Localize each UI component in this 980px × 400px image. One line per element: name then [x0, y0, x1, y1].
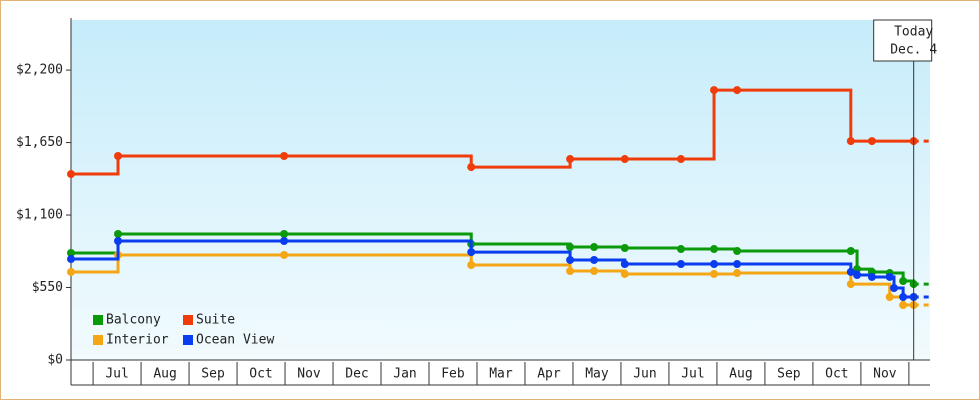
series-point: [867, 272, 876, 281]
series-point: [467, 260, 476, 269]
series-point: [566, 267, 575, 276]
x-tick-label: Nov: [873, 367, 897, 382]
series-point: [67, 255, 75, 264]
x-tick-label: Oct: [825, 367, 848, 382]
y-tick-label: $0: [47, 353, 63, 368]
series-point: [846, 280, 855, 289]
y-tick-label: $1,100: [16, 208, 63, 223]
today-label: Today: [894, 25, 933, 40]
y-tick-label: $1,650: [16, 135, 63, 150]
series-point: [467, 248, 476, 257]
legend-label: Interior: [106, 333, 169, 348]
series-point: [710, 86, 719, 95]
series-point: [899, 301, 908, 310]
series-point: [676, 155, 685, 164]
legend-label: Suite: [196, 313, 235, 328]
x-tick-label: Apr: [537, 367, 561, 382]
series-point: [280, 250, 289, 259]
series-point: [566, 243, 575, 252]
x-tick-label: Sep: [201, 367, 225, 382]
series-point: [733, 86, 742, 95]
legend-swatch: [183, 335, 193, 345]
legend-label: Ocean View: [196, 333, 274, 348]
today-box: [873, 19, 933, 62]
series-point: [590, 255, 599, 264]
x-tick-label: Aug: [729, 367, 752, 382]
series-point: [280, 237, 289, 245]
series-point: [733, 260, 742, 269]
series-point: [280, 230, 289, 239]
series-point: [846, 247, 855, 256]
series-point: [114, 237, 123, 245]
series-point: [899, 277, 908, 286]
series-point: [620, 243, 629, 252]
y-tick-label: $2,200: [16, 63, 63, 78]
x-tick-label: Feb: [441, 367, 465, 382]
legend-swatch: [93, 335, 103, 345]
x-tick-label: Oct: [249, 367, 272, 382]
series-point: [620, 260, 629, 269]
series-point: [67, 267, 75, 276]
series-point: [899, 293, 908, 302]
today-date: Dec. 4: [890, 43, 937, 58]
series-point: [846, 137, 855, 146]
series-point: [566, 255, 575, 264]
legend-swatch: [93, 315, 103, 325]
legend-label: Balcony: [106, 313, 161, 328]
x-tick-label: Jan: [393, 367, 416, 382]
series-point: [67, 170, 75, 179]
x-tick-label: Nov: [297, 367, 321, 382]
series-point: [114, 230, 123, 239]
series-point: [853, 271, 862, 279]
x-tick-label: Jul: [681, 367, 704, 382]
x-tick-label: May: [585, 367, 609, 382]
series-point: [890, 284, 899, 293]
series-point: [710, 269, 719, 278]
series-point: [590, 267, 599, 276]
series-point: [67, 248, 75, 257]
series-point: [710, 245, 719, 254]
x-tick-label: Dec: [345, 367, 368, 382]
x-tick-label: Mar: [489, 367, 513, 382]
series-point: [620, 269, 629, 278]
x-tick-label: Aug: [153, 367, 176, 382]
series-point: [114, 152, 123, 160]
x-tick-label: Jun: [633, 367, 656, 382]
legend-swatch: [183, 315, 193, 325]
series-point: [885, 293, 894, 302]
series-point: [280, 152, 289, 160]
series-point: [467, 163, 476, 172]
series-point: [846, 267, 855, 276]
series-point: [710, 260, 719, 269]
plot-area: [71, 20, 930, 360]
x-tick-label: Sep: [777, 367, 801, 382]
series-point: [867, 137, 876, 146]
series-point: [590, 243, 599, 252]
series-point: [566, 155, 575, 164]
series-point: [676, 260, 685, 269]
series-point: [733, 247, 742, 256]
x-tick-label: Jul: [105, 367, 128, 382]
y-tick-label: $550: [32, 280, 63, 295]
series-point: [620, 155, 629, 164]
series-point: [676, 245, 685, 254]
series-point: [733, 269, 742, 278]
series-point: [885, 272, 894, 281]
